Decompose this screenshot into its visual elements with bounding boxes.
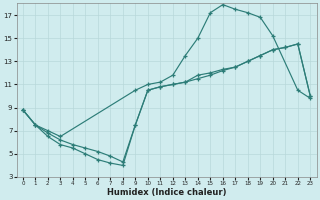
X-axis label: Humidex (Indice chaleur): Humidex (Indice chaleur) xyxy=(107,188,226,197)
